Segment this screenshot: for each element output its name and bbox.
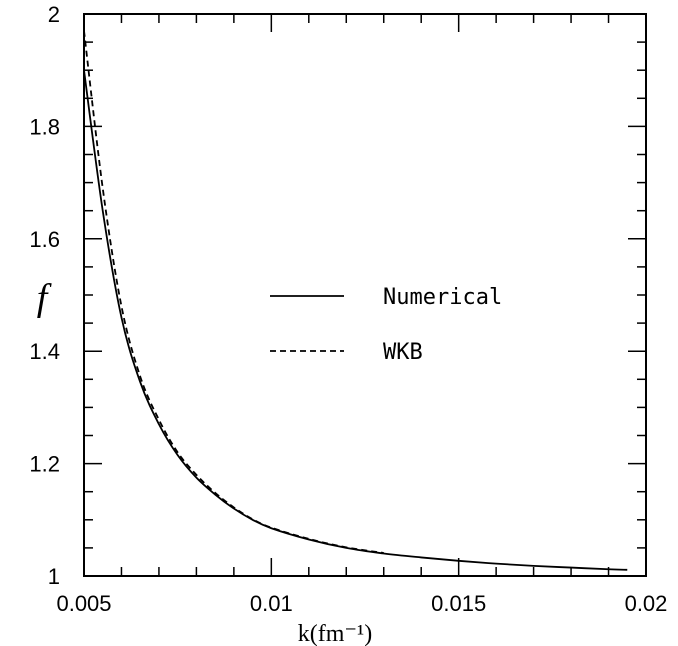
series-lines <box>83 30 628 571</box>
legend: Numerical WKB <box>270 285 502 365</box>
x-tick-label: 0.02 <box>625 591 668 616</box>
legend-label-wkb: WKB <box>383 340 423 365</box>
x-tick-label: 0.01 <box>250 591 293 616</box>
x-tick-labels: 0.005 0.01 0.015 0.02 <box>56 591 667 616</box>
x-axis-label: k(fm⁻¹) <box>298 621 373 646</box>
x-tick-label: 0.015 <box>431 591 486 616</box>
y-tick-label: 1.8 <box>29 114 60 139</box>
tick-marks <box>83 13 647 577</box>
y-tick-label: 2 <box>48 2 60 27</box>
series-line-wkb <box>83 30 384 554</box>
y-tick-label: 1.2 <box>29 452 60 477</box>
y-tick-labels: 1 1.2 1.4 1.6 1.8 2 <box>29 2 60 589</box>
plot-frame <box>83 13 647 577</box>
x-tick-label: 0.005 <box>56 591 111 616</box>
y-tick-label: 1.6 <box>29 227 60 252</box>
legend-label-numerical: Numerical <box>383 285 502 310</box>
series-line-numerical <box>83 70 628 571</box>
y-tick-label: 1 <box>48 564 60 589</box>
y-tick-label: 1.4 <box>29 339 60 364</box>
y-axis-label: f <box>37 277 52 319</box>
